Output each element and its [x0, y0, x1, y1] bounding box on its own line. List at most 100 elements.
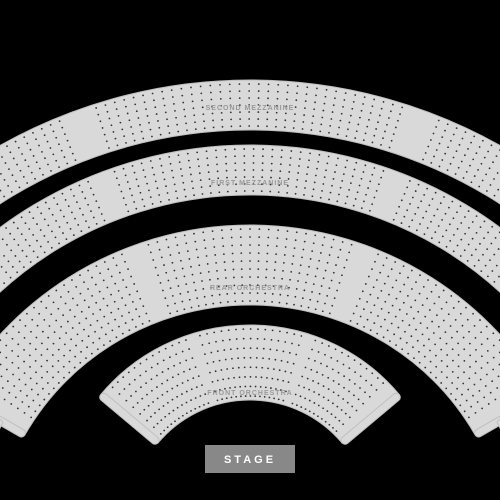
seat — [135, 208, 137, 210]
seat — [190, 87, 192, 89]
seat — [419, 274, 421, 276]
seat — [235, 329, 237, 331]
seat — [333, 178, 335, 180]
seat — [407, 295, 409, 297]
seat — [446, 365, 448, 367]
seat — [330, 118, 332, 120]
seat — [261, 190, 263, 192]
seat — [143, 169, 145, 171]
seat — [220, 369, 222, 371]
seat — [59, 226, 61, 228]
seat — [165, 111, 167, 113]
seat — [281, 278, 283, 280]
seat — [381, 308, 383, 310]
seat — [475, 372, 477, 374]
seat — [118, 290, 120, 292]
seat — [415, 281, 417, 283]
seat — [180, 260, 182, 262]
seat — [441, 136, 443, 138]
seat — [248, 118, 250, 120]
seat — [324, 103, 326, 105]
seat — [305, 180, 307, 182]
seat — [234, 148, 236, 150]
seat — [438, 326, 440, 328]
seat — [157, 423, 159, 425]
seat — [289, 352, 291, 354]
seat — [307, 166, 309, 168]
seat — [80, 293, 82, 295]
seat — [5, 271, 7, 273]
seat — [472, 159, 474, 161]
seat — [162, 172, 164, 174]
seat — [7, 380, 9, 382]
seat — [146, 394, 148, 396]
seat — [239, 386, 241, 388]
seat — [359, 387, 361, 389]
seat — [342, 106, 344, 108]
seat — [13, 222, 15, 224]
seat — [187, 380, 189, 382]
seat — [198, 375, 200, 377]
seat — [429, 350, 431, 352]
seat — [481, 367, 483, 369]
seat — [276, 112, 278, 114]
seat — [434, 343, 436, 345]
seat — [58, 166, 60, 168]
seat — [435, 284, 437, 286]
seat — [290, 372, 292, 374]
seat — [162, 290, 164, 292]
seat — [484, 157, 486, 159]
seat — [217, 170, 219, 172]
seat — [44, 218, 46, 220]
seat — [264, 329, 266, 331]
seat — [122, 376, 124, 378]
seat — [203, 239, 205, 241]
seat — [12, 362, 14, 364]
seat — [356, 130, 358, 132]
seat — [142, 199, 144, 201]
seat — [486, 190, 488, 192]
seat — [59, 337, 61, 339]
seat — [202, 193, 204, 195]
seat — [125, 106, 127, 108]
seat — [377, 377, 379, 379]
seat — [290, 271, 292, 273]
seat — [326, 295, 328, 297]
seat — [87, 204, 89, 206]
seat — [239, 118, 241, 120]
seat — [309, 299, 311, 301]
seat — [15, 141, 17, 143]
seat — [419, 223, 421, 225]
seat — [273, 397, 275, 399]
seat — [435, 377, 437, 379]
seat — [266, 125, 268, 127]
seat — [244, 176, 246, 178]
seat — [235, 190, 237, 192]
seat — [475, 349, 477, 351]
seat — [131, 194, 133, 196]
seat — [85, 318, 87, 320]
seat — [412, 346, 414, 348]
seat — [383, 336, 385, 338]
seat — [441, 360, 443, 362]
seat — [166, 239, 168, 241]
seat — [212, 120, 214, 122]
seat — [183, 308, 185, 310]
seat — [68, 291, 70, 293]
seat — [223, 253, 225, 255]
seat — [117, 308, 119, 310]
seat — [373, 135, 375, 137]
seat — [476, 215, 478, 217]
seat — [3, 196, 5, 198]
seat — [435, 126, 437, 128]
seat — [207, 263, 209, 265]
seat — [84, 300, 86, 302]
seat — [295, 394, 297, 396]
seat — [354, 94, 356, 96]
seat — [322, 183, 324, 185]
seat — [370, 312, 372, 314]
seat — [241, 260, 243, 262]
seat — [422, 304, 424, 306]
seat — [111, 276, 113, 278]
seat — [313, 391, 315, 393]
